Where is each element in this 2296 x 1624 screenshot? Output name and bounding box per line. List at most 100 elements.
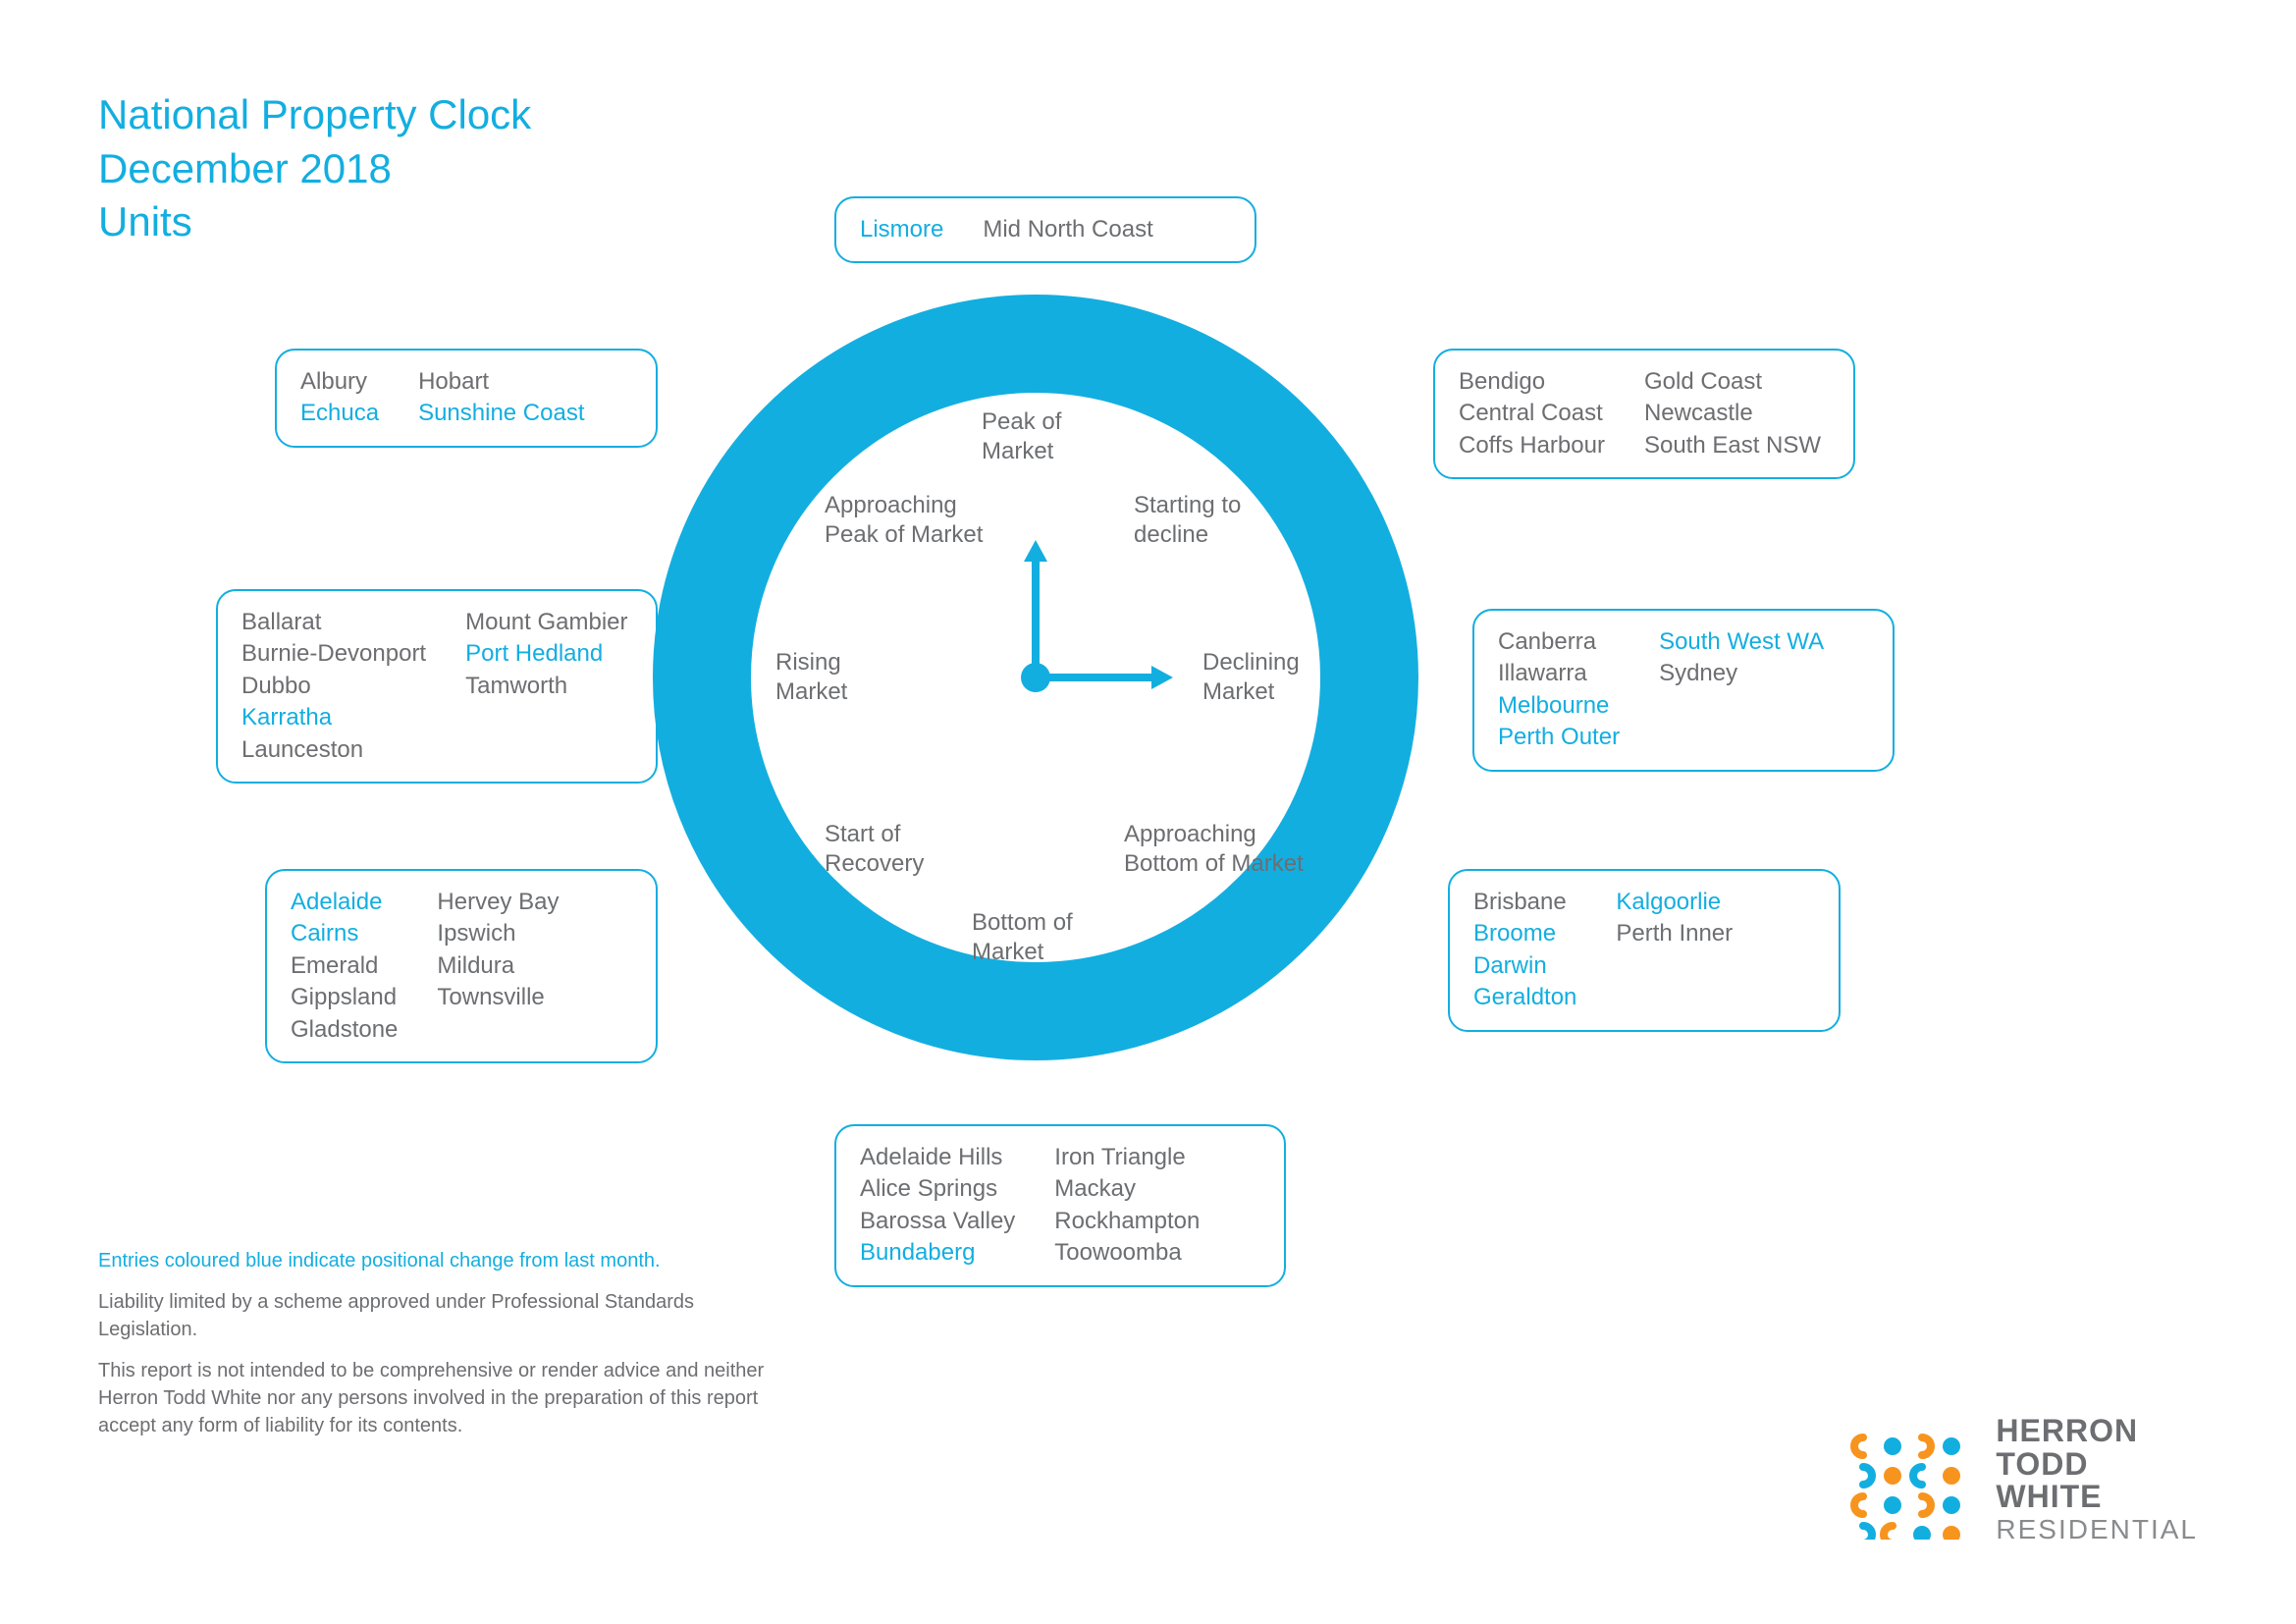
location-entry: Brisbane xyxy=(1473,887,1576,918)
title-line-1: National Property Clock xyxy=(98,88,531,142)
clock-phase-label: Peak of Market xyxy=(982,407,1061,466)
clock-phase-label: Start of Recovery xyxy=(825,820,924,879)
location-column: BallaratBurnie-DevonportDubboKarrathaLau… xyxy=(241,607,426,766)
footer-note-highlight: Entries coloured blue indicate positiona… xyxy=(98,1247,785,1274)
clock-phase-label: Starting to decline xyxy=(1134,491,1241,550)
location-entry: Ipswich xyxy=(437,918,559,949)
location-box-mid-left: BallaratBurnie-DevonportDubboKarrathaLau… xyxy=(216,589,658,784)
clock-hand-12 xyxy=(1032,560,1040,677)
logo-mark-icon xyxy=(1839,1422,1976,1540)
location-box-top-left: AlburyEchuca HobartSunshine Coast xyxy=(275,349,658,448)
location-entry: Kalgoorlie xyxy=(1616,887,1733,918)
brand-logo: HERRON TODD WHITE RESIDENTIAL xyxy=(1839,1415,2198,1545)
location-entry: South East NSW xyxy=(1644,430,1821,461)
location-entry: Ballarat xyxy=(241,607,426,638)
location-box-bottom-right: BrisbaneBroomeDarwinGeraldton KalgoorlieP… xyxy=(1448,869,1841,1032)
title-line-3: Units xyxy=(98,195,531,249)
location-entry: Canberra xyxy=(1498,626,1620,658)
location-box-bottom-left: AdelaideCairnsEmeraldGippslandGladstone H… xyxy=(265,869,658,1063)
arrow-head-3 xyxy=(1151,666,1173,689)
location-entry: Perth Inner xyxy=(1616,918,1733,949)
logo-line-2: TODD xyxy=(1996,1448,2198,1482)
location-column: KalgoorliePerth Inner xyxy=(1616,887,1733,1014)
location-entry: Hobart xyxy=(418,366,584,398)
location-entry: Melbourne xyxy=(1498,690,1620,722)
location-entry: Gladstone xyxy=(291,1014,398,1046)
location-entry: Adelaide xyxy=(291,887,398,918)
location-column: Hervey BayIpswichMilduraTownsville xyxy=(437,887,559,1046)
location-column: AdelaideCairnsEmeraldGippslandGladstone xyxy=(291,887,398,1046)
location-entry: Cairns xyxy=(291,918,398,949)
footer-disclaimer-2: This report is not intended to be compre… xyxy=(98,1357,785,1439)
clock-phase-label: Declining Market xyxy=(1202,648,1300,707)
location-entry: Mount Gambier xyxy=(465,607,627,638)
location-column: Mount GambierPort HedlandTamworth xyxy=(465,607,627,766)
location-entry: Newcastle xyxy=(1644,398,1821,429)
footer-disclaimer-1: Liability limited by a scheme approved u… xyxy=(98,1288,785,1343)
location-entry: Adelaide Hills xyxy=(860,1142,1015,1173)
location-entry: Gold Coast xyxy=(1644,366,1821,398)
location-column: HobartSunshine Coast xyxy=(418,366,584,430)
location-entry: Barossa Valley xyxy=(860,1206,1015,1237)
location-entry: Karratha xyxy=(241,702,426,733)
clock-phase-label: Approaching Peak of Market xyxy=(825,491,983,550)
location-entry: Perth Outer xyxy=(1498,722,1620,753)
location-entry: Geraldton xyxy=(1473,982,1576,1013)
location-entry: Albury xyxy=(300,366,379,398)
location-entry: Sydney xyxy=(1659,658,1824,689)
location-entry: Burnie-Devonport xyxy=(241,638,426,670)
footer: Entries coloured blue indicate positiona… xyxy=(98,1247,785,1453)
location-entry: Central Coast xyxy=(1459,398,1605,429)
location-entry: Echuca xyxy=(300,398,379,429)
location-column: AlburyEchuca xyxy=(300,366,379,430)
title-line-2: December 2018 xyxy=(98,142,531,196)
location-entry: Coffs Harbour xyxy=(1459,430,1605,461)
logo-line-4: RESIDENTIAL xyxy=(1996,1514,2198,1545)
location-entry: Mackay xyxy=(1054,1173,1200,1205)
location-column: Gold CoastNewcastleSouth East NSW xyxy=(1644,366,1821,461)
location-column: South West WASydney xyxy=(1659,626,1824,754)
arrow-head-12 xyxy=(1024,540,1047,562)
location-box-top: Lismore Mid North Coast xyxy=(834,196,1256,263)
location-entry: Iron Triangle xyxy=(1054,1142,1200,1173)
logo-line-1: HERRON xyxy=(1996,1415,2198,1448)
location-entry: Alice Springs xyxy=(860,1173,1015,1205)
clock-hub xyxy=(1021,663,1050,692)
location-entry: Lismore xyxy=(860,214,943,245)
clock-hand-3 xyxy=(1036,674,1153,681)
location-entry: Hervey Bay xyxy=(437,887,559,918)
location-entry: Port Hedland xyxy=(465,638,627,670)
location-entry: Broome xyxy=(1473,918,1576,949)
location-entry: Gippsland xyxy=(291,982,398,1013)
location-box-bottom: Adelaide HillsAlice SpringsBarossa Valle… xyxy=(834,1124,1286,1287)
location-column: Iron TriangleMackayRockhamptonToowoomba xyxy=(1054,1142,1200,1270)
page-title: National Property Clock December 2018 Un… xyxy=(98,88,531,249)
location-entry: South West WA xyxy=(1659,626,1824,658)
location-entry: Mid North Coast xyxy=(983,214,1152,245)
location-entry: Illawarra xyxy=(1498,658,1620,689)
logo-line-3: WHITE xyxy=(1996,1481,2198,1514)
location-column: Lismore xyxy=(860,214,943,245)
location-box-mid-right: CanberraIllawarraMelbournePerth Outer Sou… xyxy=(1472,609,1895,772)
location-entry: Dubbo xyxy=(241,671,426,702)
location-entry: Darwin xyxy=(1473,950,1576,982)
logo-text: HERRON TODD WHITE RESIDENTIAL xyxy=(1996,1415,2198,1545)
location-column: Adelaide HillsAlice SpringsBarossa Valle… xyxy=(860,1142,1015,1270)
location-entry: Townsville xyxy=(437,982,559,1013)
location-column: BrisbaneBroomeDarwinGeraldton xyxy=(1473,887,1576,1014)
location-column: Mid North Coast xyxy=(983,214,1152,245)
clock-phase-label: Approaching Bottom of Market xyxy=(1124,820,1304,879)
location-column: CanberraIllawarraMelbournePerth Outer xyxy=(1498,626,1620,754)
location-column: BendigoCentral CoastCoffs Harbour xyxy=(1459,366,1605,461)
location-entry: Mildura xyxy=(437,950,559,982)
location-entry: Bundaberg xyxy=(860,1237,1015,1269)
location-entry: Rockhampton xyxy=(1054,1206,1200,1237)
location-entry: Sunshine Coast xyxy=(418,398,584,429)
location-entry: Toowoomba xyxy=(1054,1237,1200,1269)
location-entry: Launceston xyxy=(241,734,426,766)
clock-phase-label: Rising Market xyxy=(775,648,847,707)
location-box-top-right: BendigoCentral CoastCoffs Harbour Gold Co… xyxy=(1433,349,1855,479)
location-entry: Emerald xyxy=(291,950,398,982)
clock-phase-label: Bottom of Market xyxy=(972,908,1073,967)
location-entry: Tamworth xyxy=(465,671,627,702)
